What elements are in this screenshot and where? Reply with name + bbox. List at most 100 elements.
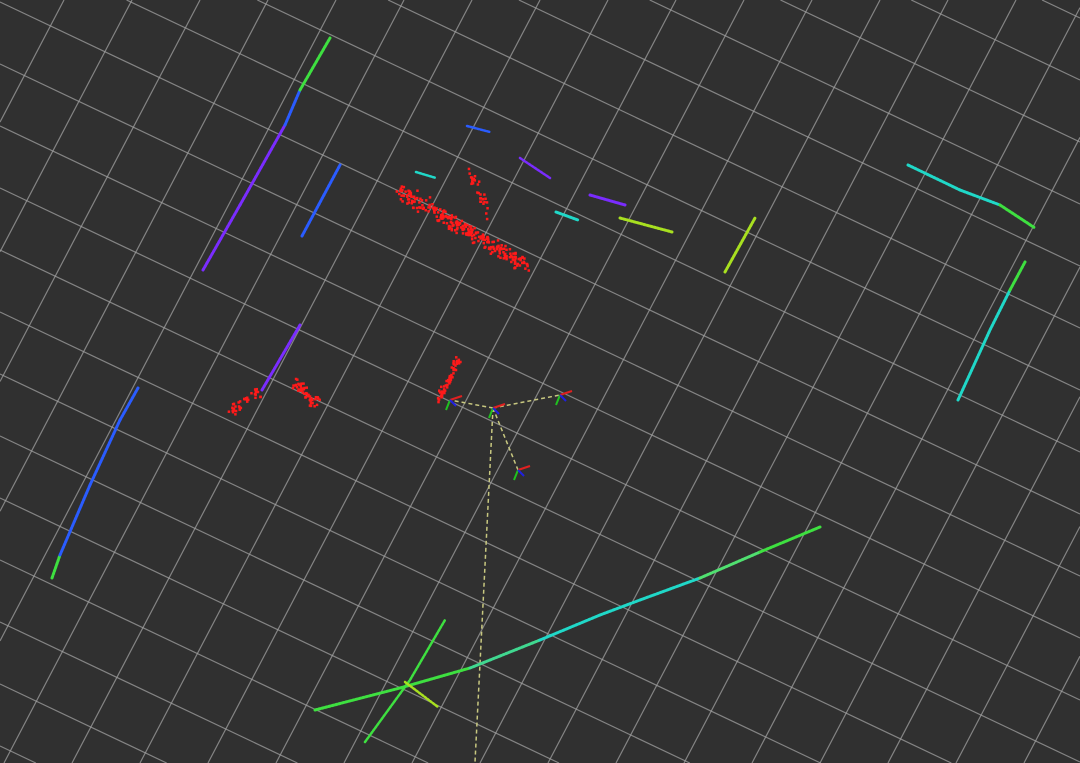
grid-line	[0, 436, 690, 763]
scan-segment	[60, 485, 90, 555]
point	[233, 403, 236, 406]
point	[487, 241, 490, 244]
point	[455, 361, 458, 364]
scan-segment	[908, 165, 960, 190]
point	[482, 202, 485, 205]
point	[447, 217, 450, 220]
point	[451, 222, 454, 225]
point	[439, 208, 442, 211]
point	[468, 172, 471, 175]
point	[424, 209, 427, 212]
point	[419, 198, 422, 201]
scan-segment	[1000, 205, 1035, 228]
point	[471, 235, 474, 238]
point	[401, 200, 404, 203]
frame-axis-y	[556, 395, 560, 405]
point	[517, 263, 520, 266]
grid-line	[0, 312, 951, 763]
grid-line	[0, 0, 200, 382]
point	[437, 211, 440, 214]
point	[304, 396, 307, 399]
point	[479, 200, 482, 203]
point	[421, 204, 424, 207]
grid-line	[276, 0, 676, 763]
grid-line	[140, 0, 540, 763]
grid-line	[650, 0, 1080, 204]
point	[239, 408, 242, 411]
grid-line	[0, 2, 1080, 514]
point	[474, 175, 477, 178]
point	[431, 203, 434, 206]
point	[478, 180, 481, 183]
point	[467, 234, 470, 237]
point	[307, 394, 310, 397]
point	[484, 198, 487, 201]
grid-line	[72, 0, 472, 763]
point	[452, 372, 455, 375]
point	[250, 392, 253, 395]
tf-link	[493, 395, 560, 408]
ground-grid	[0, 0, 1080, 763]
point	[295, 378, 298, 381]
point	[487, 239, 490, 242]
point	[437, 401, 440, 404]
grid-line	[0, 374, 821, 763]
point	[460, 226, 463, 229]
point	[497, 239, 500, 242]
scan-segment	[590, 195, 625, 205]
grid-line	[0, 0, 132, 252]
scan-segment	[52, 555, 60, 578]
point	[401, 185, 404, 188]
point	[228, 410, 231, 413]
point	[454, 364, 457, 367]
grid-line	[0, 0, 268, 511]
point	[435, 207, 438, 210]
point	[440, 217, 443, 220]
point	[455, 216, 458, 219]
point	[451, 224, 454, 227]
point	[422, 207, 425, 210]
point	[524, 267, 527, 270]
point	[313, 405, 316, 408]
point	[298, 388, 301, 391]
point	[468, 168, 471, 171]
point	[471, 238, 474, 241]
frame-axis-x	[450, 396, 462, 400]
point	[302, 391, 305, 394]
scene-canvas[interactable]	[0, 0, 1080, 763]
point	[309, 404, 312, 407]
point	[461, 220, 464, 223]
point	[465, 225, 468, 228]
grid-line	[820, 267, 1080, 763]
point	[406, 194, 409, 197]
grid-line	[257, 0, 1080, 390]
point	[470, 183, 473, 186]
point	[449, 379, 452, 382]
point	[440, 396, 443, 399]
point	[232, 411, 235, 414]
point	[513, 267, 516, 270]
scan-segment	[467, 126, 490, 132]
point	[448, 225, 451, 228]
point	[503, 248, 506, 251]
point	[239, 400, 242, 403]
point	[483, 242, 486, 245]
point	[440, 386, 443, 389]
point	[455, 232, 458, 235]
point	[451, 376, 454, 379]
point	[483, 246, 486, 249]
point	[259, 396, 262, 399]
point	[486, 207, 489, 210]
scan-segment	[960, 190, 1000, 205]
frame-axis-y	[514, 470, 518, 480]
grid-line	[0, 188, 1080, 700]
point	[446, 386, 449, 389]
3d-viewport[interactable]	[0, 0, 1080, 763]
point	[433, 210, 436, 213]
point	[510, 255, 513, 258]
point	[444, 215, 447, 218]
point	[510, 261, 512, 264]
point	[425, 199, 428, 202]
point	[512, 258, 514, 261]
scan-segment	[725, 218, 755, 272]
